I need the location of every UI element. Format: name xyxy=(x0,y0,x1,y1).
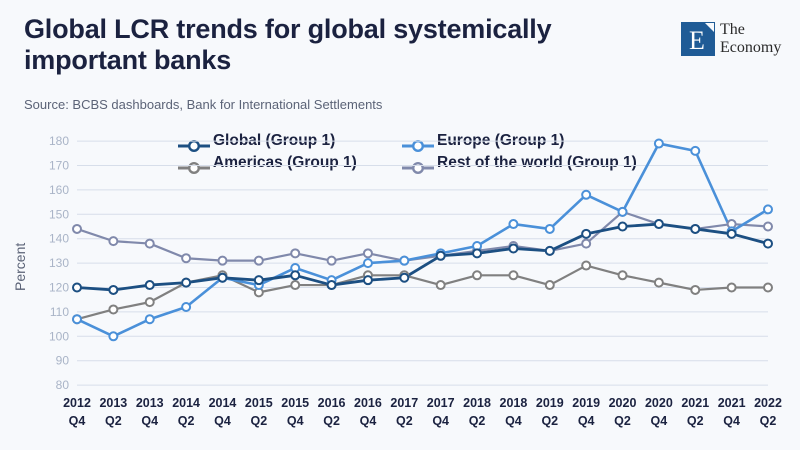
svg-text:180: 180 xyxy=(49,134,69,148)
svg-text:2018: 2018 xyxy=(463,396,491,410)
svg-text:Q4: Q4 xyxy=(723,414,740,428)
svg-text:2019: 2019 xyxy=(572,396,600,410)
svg-text:2020: 2020 xyxy=(645,396,673,410)
svg-text:110: 110 xyxy=(50,305,69,319)
svg-text:Q4: Q4 xyxy=(432,414,449,428)
svg-text:130: 130 xyxy=(49,256,69,270)
svg-text:Q2: Q2 xyxy=(687,414,704,428)
svg-text:2017: 2017 xyxy=(390,396,418,410)
svg-text:2014: 2014 xyxy=(172,396,200,410)
svg-text:2016: 2016 xyxy=(318,396,346,410)
svg-text:160: 160 xyxy=(49,183,69,197)
svg-text:Q2: Q2 xyxy=(614,414,631,428)
svg-text:Q4: Q4 xyxy=(141,414,158,428)
svg-text:2019: 2019 xyxy=(536,396,564,410)
svg-text:Q4: Q4 xyxy=(505,414,522,428)
svg-text:Q4: Q4 xyxy=(578,414,595,428)
svg-text:Q2: Q2 xyxy=(469,414,486,428)
svg-text:100: 100 xyxy=(49,329,69,343)
svg-text:90: 90 xyxy=(56,354,70,368)
svg-text:Q2: Q2 xyxy=(250,414,267,428)
svg-text:120: 120 xyxy=(49,281,69,295)
svg-text:Q4: Q4 xyxy=(360,414,377,428)
svg-text:Q4: Q4 xyxy=(651,414,668,428)
svg-text:2020: 2020 xyxy=(609,396,637,410)
svg-text:140: 140 xyxy=(49,232,69,246)
svg-text:Q4: Q4 xyxy=(214,414,231,428)
svg-text:2015: 2015 xyxy=(245,396,273,410)
svg-text:Q4: Q4 xyxy=(69,414,86,428)
svg-text:150: 150 xyxy=(49,207,69,221)
svg-text:2021: 2021 xyxy=(681,396,709,410)
svg-text:2015: 2015 xyxy=(281,396,309,410)
svg-text:2016: 2016 xyxy=(354,396,382,410)
svg-text:2013: 2013 xyxy=(99,396,127,410)
svg-text:Q2: Q2 xyxy=(105,414,122,428)
svg-text:170: 170 xyxy=(49,159,69,173)
svg-text:Q2: Q2 xyxy=(760,414,777,428)
svg-text:2014: 2014 xyxy=(209,396,237,410)
svg-text:Q4: Q4 xyxy=(287,414,304,428)
svg-text:2021: 2021 xyxy=(718,396,746,410)
svg-text:Q2: Q2 xyxy=(396,414,413,428)
svg-text:Q2: Q2 xyxy=(178,414,195,428)
svg-text:2013: 2013 xyxy=(136,396,164,410)
svg-text:80: 80 xyxy=(56,378,70,392)
svg-text:Q2: Q2 xyxy=(323,414,340,428)
svg-text:2017: 2017 xyxy=(427,396,455,410)
svg-text:2018: 2018 xyxy=(500,396,528,410)
svg-text:2012: 2012 xyxy=(63,396,91,410)
svg-text:2022: 2022 xyxy=(754,396,782,410)
svg-text:Q2: Q2 xyxy=(541,414,558,428)
